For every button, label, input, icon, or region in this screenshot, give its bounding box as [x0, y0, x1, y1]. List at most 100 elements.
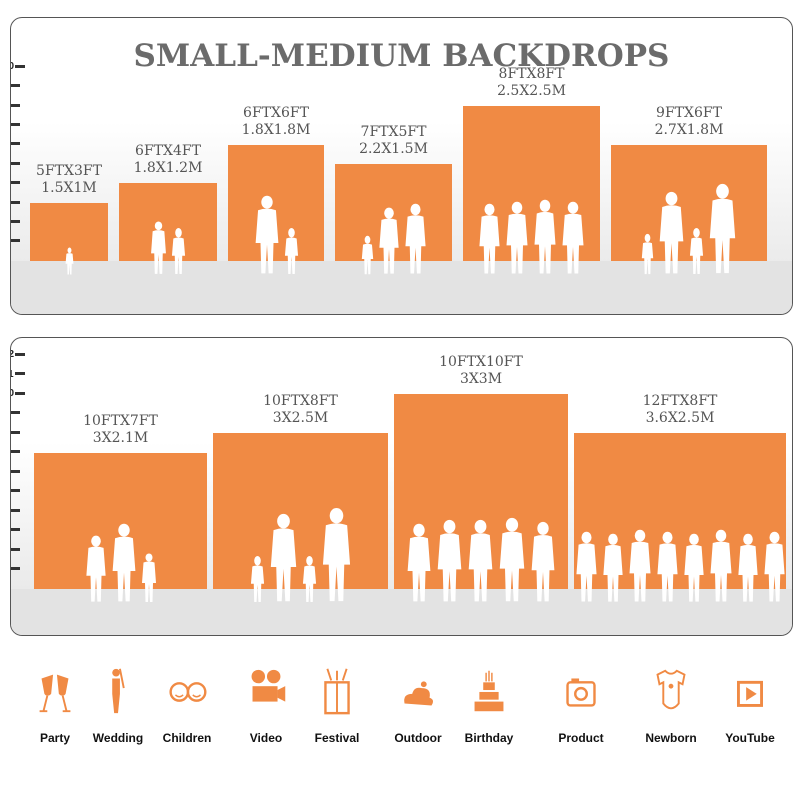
person-silhouette [302, 555, 316, 603]
people-silhouettes [394, 517, 568, 603]
person-silhouette [531, 521, 555, 602]
backdrop-size-label: 7FTX5FT 2.2X1.5M [315, 124, 472, 158]
camera-icon [566, 678, 596, 707]
use-label: Birthday [464, 731, 514, 745]
size-feet: 12FTX8FT [642, 393, 718, 409]
use-festival: Festival [297, 665, 377, 745]
scale-tick-label: 10 [11, 61, 14, 72]
people-silhouettes [463, 199, 600, 275]
person-silhouette [602, 533, 623, 602]
tick-mark [11, 508, 20, 512]
size-feet: 10FTX10FT [439, 354, 523, 370]
size-feet: 10FTX7FT [83, 412, 158, 429]
person-silhouette [255, 195, 278, 274]
backdrop-5ftx3ft [30, 202, 108, 275]
tick-mark [11, 547, 20, 551]
person-silhouette [250, 555, 264, 603]
use-label: YouTube [725, 731, 775, 745]
tick-mark [15, 64, 26, 68]
people-silhouettes [335, 203, 452, 275]
scale-tick: 12 [11, 349, 26, 361]
size-meters: 1.5X1M [41, 179, 97, 196]
baby-onesie-icon [656, 669, 686, 710]
person-silhouette [284, 227, 298, 275]
tick-mark [11, 200, 20, 204]
size-feet: 9FTX6FT [656, 104, 722, 121]
panel-title: SMALL-MEDIUM BACKDROPS [133, 38, 670, 74]
backdrop-6ftx4ft [119, 183, 217, 275]
use-youtube: YouTube [710, 665, 790, 745]
backdrop-size-label: 8FTX8FT 2.5X2.5M [443, 66, 620, 100]
person-silhouette [763, 531, 785, 602]
use-label: Children [162, 731, 212, 745]
scale-tick: 2 [11, 544, 20, 556]
scale-tick: 2 [11, 216, 20, 228]
size-feet: 6FTX6FT [243, 104, 309, 121]
backdrop-7ftx5ft [335, 164, 452, 275]
backdrop-8ftx8ft [463, 105, 600, 274]
children-faces-icon [169, 682, 207, 702]
scale-tick-label: 10 [11, 388, 14, 399]
tick-mark [11, 528, 20, 532]
person-silhouette [629, 529, 650, 602]
tick-mark [11, 142, 20, 146]
tick-mark [14, 372, 25, 376]
people-silhouettes [30, 247, 108, 275]
uses-row: Party Wedding Children Video Festival Outdoor… [0, 665, 800, 755]
size-feet: 8FTX8FT [498, 65, 565, 82]
wedding-couple-icon [112, 668, 125, 714]
person-silhouette [322, 507, 350, 602]
use-children: Children [147, 665, 227, 745]
person-silhouette [656, 531, 678, 602]
movie-camera-icon [251, 669, 286, 702]
use-newborn: Newborn [631, 665, 711, 745]
tick-mark [11, 84, 20, 88]
backdrop-size-label: 6FTX4FT 1.8X1.2M [99, 143, 237, 177]
person-silhouette [437, 519, 462, 602]
size-meters: 2.7X1.8M [654, 121, 724, 138]
person-silhouette [378, 207, 399, 274]
size-feet: 10FTX8FT [263, 393, 338, 409]
tick-mark [11, 181, 20, 185]
gift-icon [324, 668, 350, 715]
person-silhouette [171, 227, 186, 275]
cloud-icon [404, 681, 434, 706]
person-silhouette [659, 191, 684, 274]
tick-mark [11, 103, 20, 107]
use-label: Newborn [645, 731, 697, 745]
people-silhouettes [119, 221, 217, 275]
backdrop-size-label: 6FTX6FT 1.8X1.8M [208, 105, 344, 139]
scale-tick-label: 12 [11, 349, 14, 360]
size-meters: 3X2.1M [92, 429, 149, 446]
size-meters: 3X2.5M [272, 410, 329, 426]
size-feet: 7FTX5FT [360, 124, 427, 140]
tick-mark [11, 567, 20, 571]
use-birthday: Birthday [449, 665, 529, 745]
person-silhouette [85, 535, 106, 602]
scale-tick: 10 [11, 388, 26, 400]
scale-tick: 9 [11, 408, 20, 420]
tick-mark [11, 469, 20, 473]
people-silhouettes [34, 523, 207, 603]
person-silhouette [479, 203, 500, 274]
person-silhouette [683, 533, 704, 602]
person-silhouette [575, 531, 597, 602]
person-silhouette [710, 529, 731, 602]
tick-mark [11, 489, 20, 493]
person-silhouette [270, 513, 296, 602]
person-silhouette [737, 533, 758, 602]
person-silhouette [151, 221, 166, 274]
tick-mark [11, 450, 20, 454]
backdrop-12ftx8ft [574, 433, 786, 602]
tick-mark [11, 239, 20, 243]
scale-tick: 8 [11, 427, 20, 439]
scale-tick: 3 [11, 525, 20, 537]
person-silhouette [709, 183, 736, 274]
person-silhouette [641, 233, 654, 275]
scale-tick: 7 [11, 447, 20, 459]
person-silhouette [141, 553, 156, 602]
size-meters: 2.2X1.5M [359, 141, 428, 157]
scale-tick: 7 [11, 119, 20, 131]
champagne-glasses-icon [39, 674, 71, 713]
person-silhouette [407, 523, 431, 602]
